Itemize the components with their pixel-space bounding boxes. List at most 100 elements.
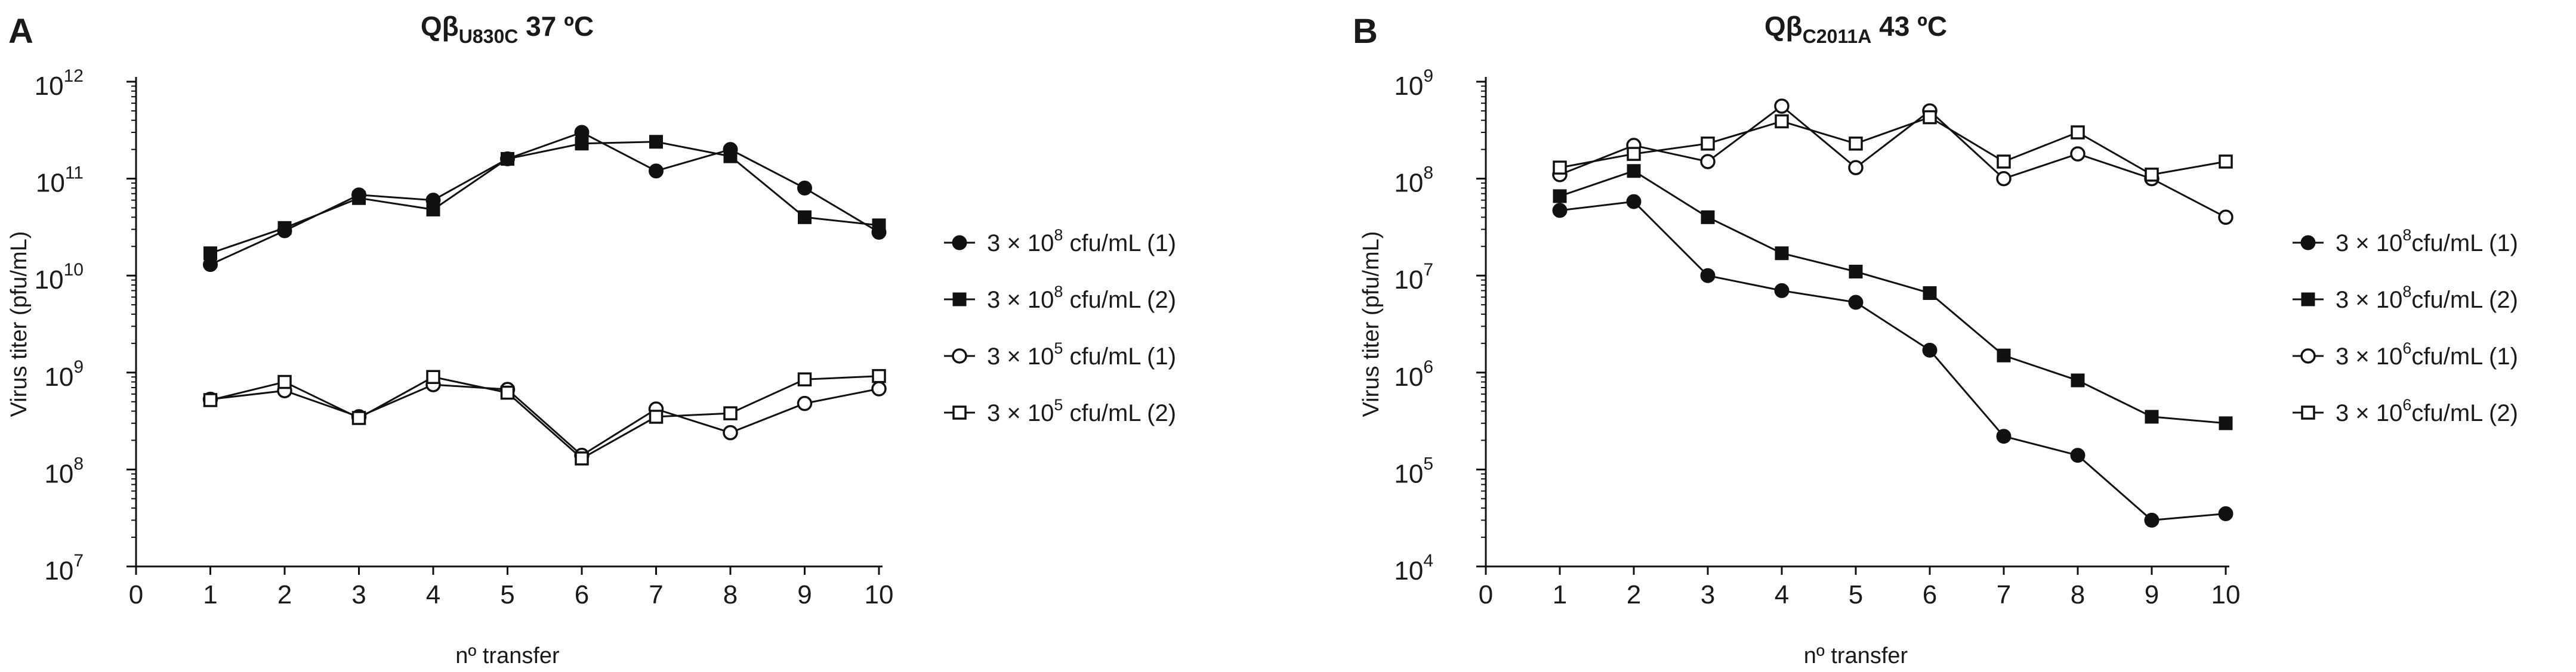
data-point xyxy=(1849,137,1863,151)
data-point xyxy=(203,246,217,261)
y-tick-label: 104 xyxy=(1394,551,1433,586)
x-tick-label: 5 xyxy=(500,580,514,609)
x-tick-label: 6 xyxy=(575,580,589,609)
data-point xyxy=(575,451,589,466)
data-point xyxy=(1997,348,2011,363)
series-line xyxy=(210,375,880,460)
legend-label: 3 × 105 cfu/mL (2) xyxy=(987,396,1176,426)
data-point xyxy=(1700,154,1716,169)
data-point xyxy=(203,393,218,407)
data-point xyxy=(2219,154,2233,169)
data-point xyxy=(500,385,515,400)
data-point xyxy=(2218,209,2233,225)
chart-panel-a: A QβU830C 37 ºC 0 1 2 3 4 5 6 7 8 9 10 107 108 109 1010 1… xyxy=(7,11,1176,668)
data-point xyxy=(501,151,514,166)
data-point xyxy=(797,180,812,196)
data-point xyxy=(1774,283,1790,298)
data-point xyxy=(1553,160,1567,175)
x-axis-label: nº transfer xyxy=(1804,643,1908,668)
legend-item: 3 × 106cfu/mL (2) xyxy=(2293,396,2518,426)
y-tick-label: 1010 xyxy=(35,260,84,295)
x-tick-label: 4 xyxy=(1775,580,1789,609)
x-tick-label: 8 xyxy=(723,580,738,609)
series-line xyxy=(209,131,880,266)
legend-marker xyxy=(952,405,967,420)
x-tick-label: 3 xyxy=(351,580,366,609)
data-point xyxy=(1848,160,1864,175)
legend-label: 3 × 108 cfu/mL (1) xyxy=(987,226,1176,256)
data-point xyxy=(1922,342,1938,358)
x-tick-label: 2 xyxy=(1627,580,1641,609)
legend-marker xyxy=(2300,235,2316,250)
x-tick-label: 6 xyxy=(1923,580,1937,609)
data-point xyxy=(1701,210,1715,224)
data-point xyxy=(649,135,663,149)
data-point xyxy=(1997,154,2011,169)
y-axis-label: Virus titer (pfu/mL) xyxy=(7,231,32,417)
data-point xyxy=(1848,295,1864,310)
data-point xyxy=(1627,164,1641,178)
x-tick-label: 0 xyxy=(129,580,143,609)
x-tick-label: 9 xyxy=(2145,580,2159,609)
panel-letter: A xyxy=(8,12,33,51)
legend-label: 3 × 105 cfu/mL (1) xyxy=(987,339,1176,370)
x-tick-label: 10 xyxy=(865,580,894,609)
data-point xyxy=(2070,146,2086,162)
data-point xyxy=(723,149,738,163)
y-tick-label: 109 xyxy=(44,357,84,392)
y-tick-label: 1012 xyxy=(35,66,84,101)
x-tick-label: 7 xyxy=(649,580,663,609)
data-point xyxy=(2145,168,2159,182)
data-point xyxy=(1775,246,1789,261)
data-point xyxy=(798,210,812,224)
legend-item: 3 × 105 cfu/mL (1) xyxy=(944,339,1176,370)
x-tick-label: 7 xyxy=(1997,580,2011,609)
legend-marker xyxy=(2301,292,2315,306)
data-point xyxy=(649,410,664,424)
y-tick-label: 107 xyxy=(1394,260,1433,295)
data-point xyxy=(351,411,366,425)
legend-marker xyxy=(952,348,967,364)
y-tick-label: 108 xyxy=(44,454,84,488)
y-tick-label: 109 xyxy=(1394,66,1433,101)
data-point xyxy=(352,191,366,205)
x-tick-label: 3 xyxy=(1701,580,1715,609)
chart-panel-b: B QβC2011A 43 ºC 0 1 2 3 4 5 6 7 8 9 10 104 105 106 107 1… xyxy=(1353,11,2518,668)
series-line xyxy=(1559,116,2226,176)
series-1 xyxy=(1552,194,2233,528)
data-point xyxy=(277,221,292,235)
x-tick-label: 4 xyxy=(426,580,440,609)
data-point xyxy=(649,163,664,179)
legend-marker xyxy=(2300,348,2316,364)
panel-letter: B xyxy=(1353,12,1378,51)
legend-marker xyxy=(2301,405,2315,420)
data-point xyxy=(1553,189,1567,203)
data-point xyxy=(723,425,738,441)
data-point xyxy=(2070,448,2086,463)
data-point xyxy=(575,137,589,151)
x-tick-label: 2 xyxy=(277,580,292,609)
y-tick-label: 106 xyxy=(1394,357,1433,392)
series-line xyxy=(1559,104,2226,218)
series-line xyxy=(210,141,880,255)
legend-label: 3 × 108 cfu/mL (2) xyxy=(987,283,1176,313)
legend-item: 3 × 108 cfu/mL (1) xyxy=(944,226,1176,256)
data-point xyxy=(871,381,887,397)
legend-label: 3 × 108cfu/mL (1) xyxy=(2336,226,2518,256)
data-point xyxy=(2071,125,2085,140)
series-line xyxy=(1559,170,2226,425)
y-tick-label: 107 xyxy=(44,551,84,586)
x-tick-label: 0 xyxy=(1479,580,1493,609)
series-4 xyxy=(203,368,886,466)
data-point xyxy=(1849,264,1863,278)
data-point xyxy=(2144,512,2159,528)
x-tick-label: 10 xyxy=(2211,580,2241,609)
legend-item: 3 × 108cfu/mL (1) xyxy=(2293,226,2518,256)
legend-item: 3 × 108 cfu/mL (2) xyxy=(944,283,1176,313)
data-point xyxy=(1923,110,1937,125)
legend-item: 3 × 105 cfu/mL (2) xyxy=(944,396,1176,426)
y-tick-label: 108 xyxy=(1394,163,1433,198)
legend-label: 3 × 106cfu/mL (1) xyxy=(2336,339,2518,370)
series-1 xyxy=(203,125,887,272)
